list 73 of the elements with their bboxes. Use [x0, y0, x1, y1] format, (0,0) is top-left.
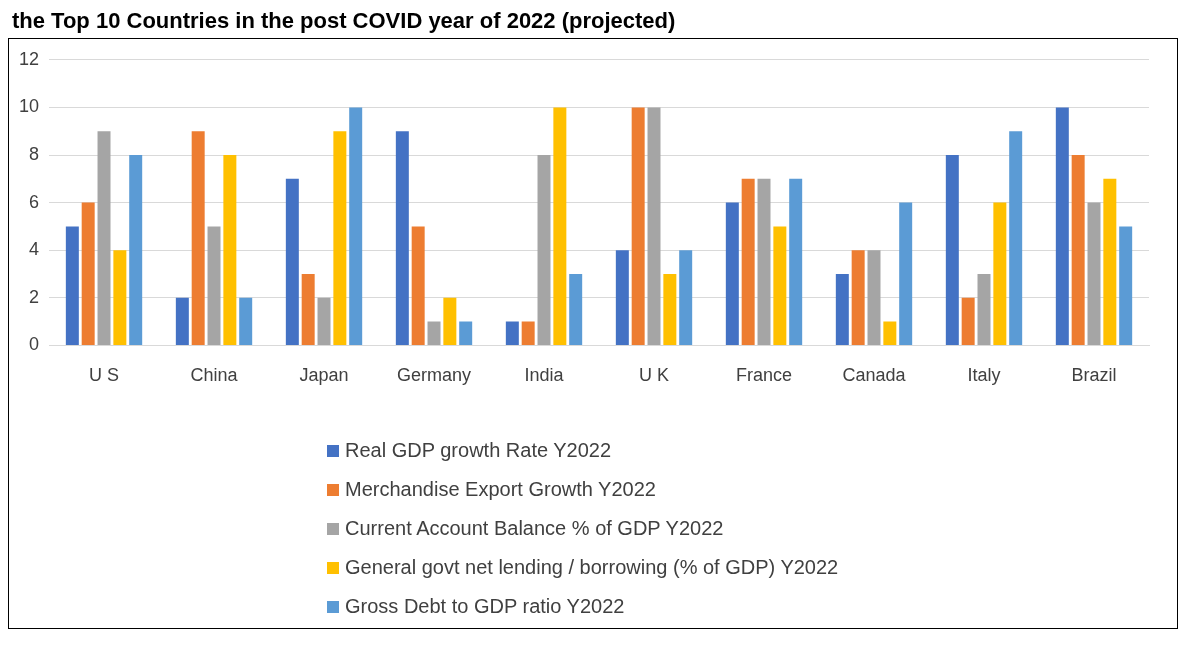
bar: [647, 107, 661, 345]
legend-label: Real GDP growth Rate Y2022: [345, 439, 612, 462]
bar: [333, 131, 347, 345]
bar: [411, 226, 425, 345]
bar: [1119, 226, 1133, 345]
bar: [757, 178, 771, 345]
y-tick-label: 10: [18, 96, 40, 117]
bar: [553, 107, 567, 345]
bar: [427, 321, 441, 345]
bar: [993, 202, 1007, 345]
x-tick-label: U K: [639, 365, 670, 386]
bar: [175, 297, 189, 345]
bar: [207, 226, 221, 345]
bar: [113, 250, 127, 345]
bar: [851, 250, 865, 345]
bar: [725, 202, 739, 345]
legend-label: Current Account Balance % of GDP Y2022: [345, 517, 724, 540]
bar: [65, 226, 79, 345]
bar: [301, 274, 315, 345]
bar: [961, 297, 975, 345]
x-tick-label: Canada: [842, 365, 907, 386]
bar: [773, 226, 787, 345]
bar: [1103, 178, 1117, 345]
bar: [1087, 202, 1101, 345]
bar: [663, 274, 677, 345]
x-tick-label: U S: [89, 365, 120, 386]
bar: [239, 297, 253, 345]
bar: [521, 321, 535, 345]
bar: [223, 155, 237, 345]
x-tick-label: Japan: [299, 365, 349, 386]
y-tick-label: 4: [29, 239, 40, 260]
bar: [537, 155, 551, 345]
x-tick-label: Germany: [397, 365, 472, 386]
bar: [285, 178, 299, 345]
bar: [1009, 131, 1023, 345]
x-tick-label: Brazil: [1071, 365, 1117, 386]
bar: [835, 274, 849, 345]
chart-title: the Top 10 Countries in the post COVID year of 2022 (projected): [12, 8, 677, 34]
bar: [349, 107, 363, 345]
bar: [741, 178, 755, 345]
x-tick-label: France: [735, 365, 793, 386]
x-tick-label: India: [524, 365, 565, 386]
bar: [129, 155, 143, 345]
bar: [867, 250, 881, 345]
bar: [679, 250, 693, 345]
x-tick-label: China: [190, 365, 239, 386]
legend-label: Merchandise Export Growth Y2022: [345, 478, 656, 501]
y-tick-label: 2: [29, 286, 40, 307]
bar: [1071, 155, 1085, 345]
bar: [191, 131, 205, 345]
bar: [505, 321, 519, 345]
y-tick-label: 8: [29, 143, 40, 164]
bar: [631, 107, 645, 345]
bar: [883, 321, 897, 345]
legend-label: General govt net lending / borrowing (% of GDP) Y2022: [345, 556, 839, 579]
bar: [459, 321, 473, 345]
bar: [443, 297, 457, 345]
x-tick-label: Italy: [967, 365, 1001, 386]
bar: [395, 131, 409, 345]
y-tick-label: 12: [18, 48, 40, 69]
bar: [569, 274, 583, 345]
bar: [789, 178, 803, 345]
bar: [81, 202, 95, 345]
y-tick-label: 0: [29, 334, 40, 355]
legend-label: Gross Debt to GDP ratio Y2022: [345, 595, 625, 618]
bar: [945, 155, 959, 345]
bar: [977, 274, 991, 345]
bar: [97, 131, 111, 345]
y-tick-label: 6: [29, 191, 40, 212]
bar: [317, 297, 331, 345]
bar: [615, 250, 629, 345]
bar: [1055, 107, 1069, 345]
bar: [899, 202, 913, 345]
